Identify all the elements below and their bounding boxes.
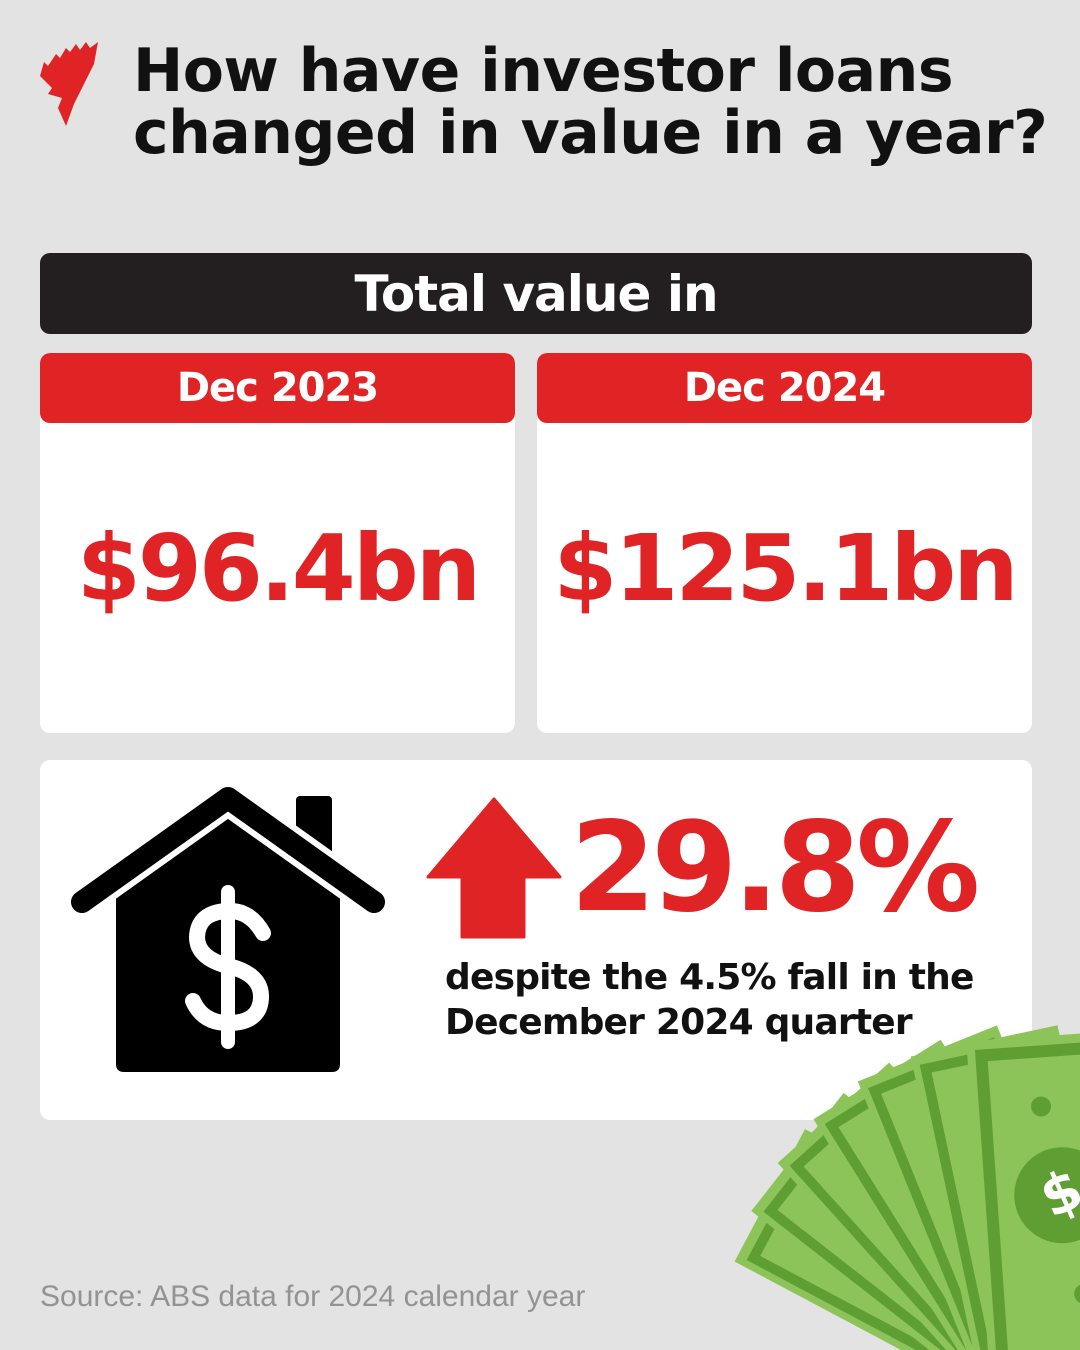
house-dollar-icon <box>70 781 386 1072</box>
percent-change: 29.8% <box>570 796 980 940</box>
value-card-dec-2023: Dec 2023 $96.4bn <box>40 353 515 733</box>
card-value: $125.1bn <box>553 514 1018 622</box>
source-note: Source: ABS data for 2024 calendar year <box>40 1280 586 1313</box>
banknotes-fan-icon: $ <box>734 1025 1080 1350</box>
broadcaster-logo-icon <box>40 42 98 126</box>
card-period-label: Dec 2023 <box>40 353 515 423</box>
banner-label: Total value in <box>354 264 718 323</box>
page-title: How have investor loans changed in value… <box>133 36 1048 168</box>
value-card-dec-2024: Dec 2024 $125.1bn <box>537 353 1032 733</box>
total-value-banner: Total value in <box>40 253 1032 334</box>
card-period-label: Dec 2024 <box>537 353 1032 423</box>
change-note: despite the 4.5% fall in the December 20… <box>445 957 974 1043</box>
card-value: $96.4bn <box>76 514 481 622</box>
arrow-up-icon <box>426 797 562 939</box>
